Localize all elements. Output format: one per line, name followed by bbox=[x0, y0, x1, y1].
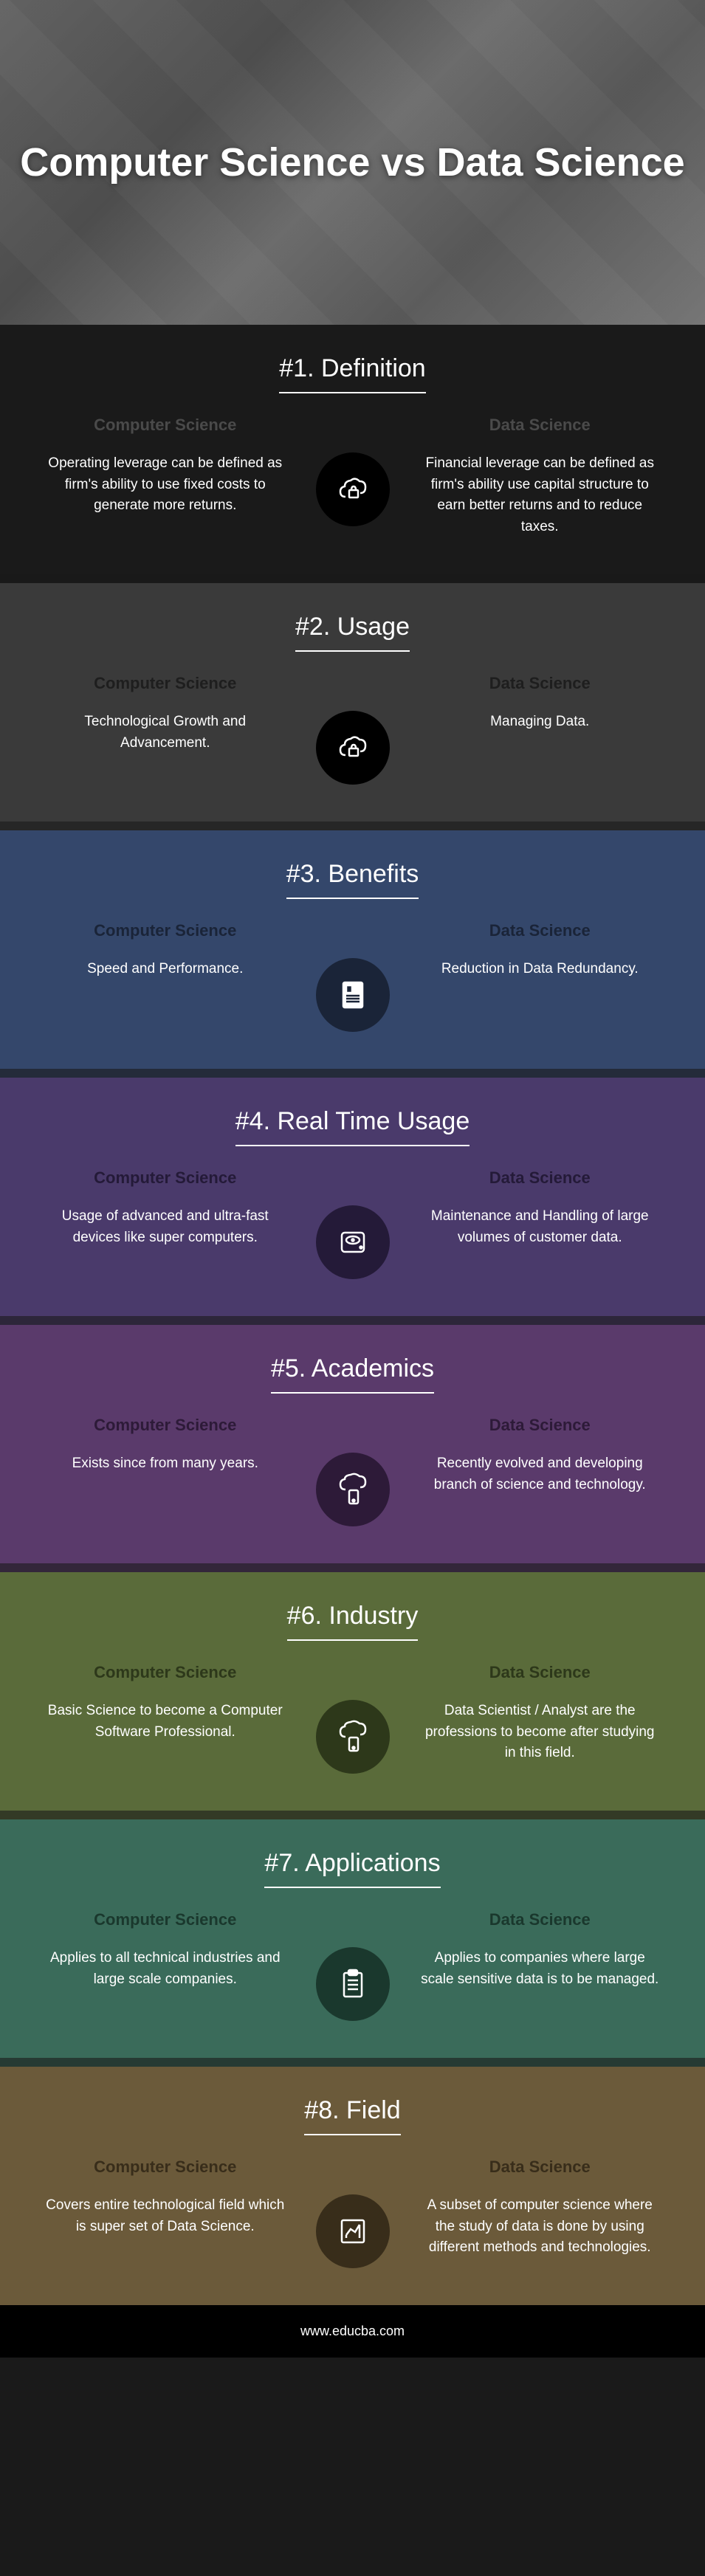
section-header: #4. Real Time Usage bbox=[37, 1107, 668, 1146]
footer-url: www.educba.com bbox=[300, 2324, 405, 2338]
comparison-section: #6. Industry Computer Science Basic Scie… bbox=[0, 1572, 705, 1811]
comparison-columns: Computer Science Basic Science to become… bbox=[37, 1663, 668, 1774]
left-column: Computer Science Applies to all technica… bbox=[37, 1910, 294, 1990]
section-header: #1. Definition bbox=[37, 354, 668, 393]
left-text: Technological Growth and Advancement. bbox=[37, 712, 294, 754]
section-title: #4. Real Time Usage bbox=[235, 1107, 470, 1146]
section-icon bbox=[316, 1453, 390, 1526]
section-title: #7. Applications bbox=[264, 1849, 440, 1888]
left-text: Exists since from many years. bbox=[37, 1453, 294, 1475]
left-label: Computer Science bbox=[37, 416, 294, 435]
right-column: Data Science Maintenance and Handling of… bbox=[412, 1168, 669, 1248]
section-icon bbox=[316, 452, 390, 526]
comparison-section: #3. Benefits Computer Science Speed and … bbox=[0, 830, 705, 1069]
section-icon bbox=[316, 2194, 390, 2268]
section-divider bbox=[0, 1316, 705, 1325]
comparison-section: #1. Definition Computer Science Operatin… bbox=[0, 325, 705, 574]
section-divider bbox=[0, 1811, 705, 1819]
left-text: Operating leverage can be defined as fir… bbox=[37, 453, 294, 517]
comparison-columns: Computer Science Exists since from many … bbox=[37, 1416, 668, 1526]
comparison-columns: Computer Science Operating leverage can … bbox=[37, 416, 668, 537]
comparison-section: #4. Real Time Usage Computer Science Usa… bbox=[0, 1078, 705, 1316]
left-text: Basic Science to become a Computer Softw… bbox=[37, 1701, 294, 1743]
right-column: Data Science Data Scientist / Analyst ar… bbox=[412, 1663, 669, 1764]
left-label: Computer Science bbox=[37, 1416, 294, 1435]
right-text: Recently evolved and developing branch o… bbox=[412, 1453, 669, 1495]
left-column: Computer Science Speed and Performance. bbox=[37, 921, 294, 980]
section-icon bbox=[316, 711, 390, 785]
right-text: Maintenance and Handling of large volume… bbox=[412, 1206, 669, 1248]
left-text: Usage of advanced and ultra-fast devices… bbox=[37, 1206, 294, 1248]
left-label: Computer Science bbox=[37, 674, 294, 693]
right-text: Financial leverage can be defined as fir… bbox=[412, 453, 669, 537]
right-text: Reduction in Data Redundancy. bbox=[412, 959, 669, 980]
right-label: Data Science bbox=[412, 416, 669, 435]
left-label: Computer Science bbox=[37, 1663, 294, 1682]
section-divider bbox=[0, 822, 705, 830]
section-header: #7. Applications bbox=[37, 1849, 668, 1888]
left-column: Computer Science Technological Growth an… bbox=[37, 674, 294, 754]
left-label: Computer Science bbox=[37, 2157, 294, 2177]
comparison-columns: Computer Science Usage of advanced and u… bbox=[37, 1168, 668, 1279]
section-title: #6. Industry bbox=[287, 1602, 419, 1641]
section-header: #3. Benefits bbox=[37, 860, 668, 899]
left-column: Computer Science Exists since from many … bbox=[37, 1416, 294, 1475]
right-label: Data Science bbox=[412, 674, 669, 693]
left-label: Computer Science bbox=[37, 921, 294, 940]
comparison-columns: Computer Science Technological Growth an… bbox=[37, 674, 668, 785]
page-title: Computer Science vs Data Science bbox=[20, 139, 684, 187]
right-column: Data Science A subset of computer scienc… bbox=[412, 2157, 669, 2259]
right-text: Applies to companies where large scale s… bbox=[412, 1948, 669, 1990]
comparison-section: #7. Applications Computer Science Applie… bbox=[0, 1819, 705, 2058]
section-title: #5. Academics bbox=[271, 1354, 434, 1394]
right-label: Data Science bbox=[412, 1910, 669, 1929]
comparison-section: #8. Field Computer Science Covers entire… bbox=[0, 2067, 705, 2305]
left-column: Computer Science Usage of advanced and u… bbox=[37, 1168, 294, 1248]
footer: www.educba.com bbox=[0, 2305, 705, 2358]
comparison-section: #5. Academics Computer Science Exists si… bbox=[0, 1325, 705, 1563]
comparison-columns: Computer Science Speed and Performance. … bbox=[37, 921, 668, 1032]
section-header: #8. Field bbox=[37, 2096, 668, 2135]
comparison-columns: Computer Science Applies to all technica… bbox=[37, 1910, 668, 2021]
section-title: #3. Benefits bbox=[286, 860, 419, 899]
right-column: Data Science Managing Data. bbox=[412, 674, 669, 733]
section-icon bbox=[316, 1947, 390, 2021]
right-column: Data Science Financial leverage can be d… bbox=[412, 416, 669, 537]
left-column: Computer Science Operating leverage can … bbox=[37, 416, 294, 517]
section-divider bbox=[0, 574, 705, 583]
section-icon bbox=[316, 1700, 390, 1774]
section-header: #2. Usage bbox=[37, 613, 668, 652]
right-label: Data Science bbox=[412, 1663, 669, 1682]
right-label: Data Science bbox=[412, 2157, 669, 2177]
left-label: Computer Science bbox=[37, 1910, 294, 1929]
right-text: A subset of computer science where the s… bbox=[412, 2195, 669, 2259]
comparison-columns: Computer Science Covers entire technolog… bbox=[37, 2157, 668, 2268]
section-title: #8. Field bbox=[304, 2096, 400, 2135]
left-column: Computer Science Basic Science to become… bbox=[37, 1663, 294, 1743]
section-divider bbox=[0, 1563, 705, 1572]
right-column: Data Science Applies to companies where … bbox=[412, 1910, 669, 1990]
left-text: Covers entire technological field which … bbox=[37, 2195, 294, 2237]
section-title: #2. Usage bbox=[295, 613, 410, 652]
section-divider bbox=[0, 2058, 705, 2067]
right-label: Data Science bbox=[412, 1416, 669, 1435]
section-title: #1. Definition bbox=[279, 354, 425, 393]
right-label: Data Science bbox=[412, 1168, 669, 1188]
left-column: Computer Science Covers entire technolog… bbox=[37, 2157, 294, 2237]
section-icon bbox=[316, 958, 390, 1032]
left-label: Computer Science bbox=[37, 1168, 294, 1188]
right-column: Data Science Recently evolved and develo… bbox=[412, 1416, 669, 1495]
comparison-section: #2. Usage Computer Science Technological… bbox=[0, 583, 705, 822]
section-header: #6. Industry bbox=[37, 1602, 668, 1641]
hero-banner: Computer Science vs Data Science bbox=[0, 0, 705, 325]
left-text: Speed and Performance. bbox=[37, 959, 294, 980]
right-text: Data Scientist / Analyst are the profess… bbox=[412, 1701, 669, 1764]
right-text: Managing Data. bbox=[412, 712, 669, 733]
right-label: Data Science bbox=[412, 921, 669, 940]
right-column: Data Science Reduction in Data Redundanc… bbox=[412, 921, 669, 980]
section-divider bbox=[0, 1069, 705, 1078]
section-header: #5. Academics bbox=[37, 1354, 668, 1394]
section-icon bbox=[316, 1205, 390, 1279]
left-text: Applies to all technical industries and … bbox=[37, 1948, 294, 1990]
